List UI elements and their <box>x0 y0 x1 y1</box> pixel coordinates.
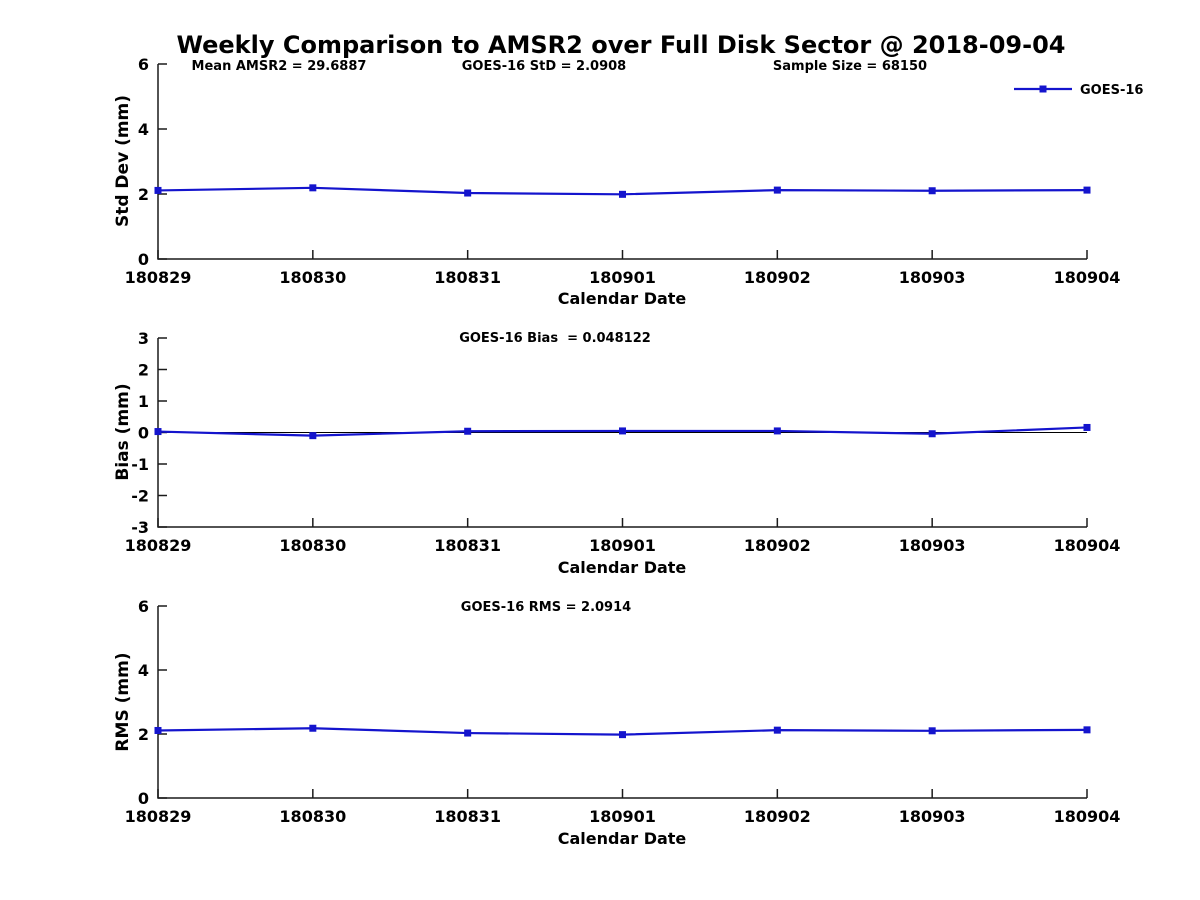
data-marker <box>928 187 936 195</box>
legend-marker-sample <box>1039 85 1047 93</box>
y-tick-label: -2 <box>131 487 149 506</box>
x-tick-label: 180902 <box>744 268 811 287</box>
y-tick-label: 0 <box>138 250 149 269</box>
data-marker <box>309 724 317 732</box>
y-axis-label-bias: Bias (mm) <box>113 383 133 480</box>
data-marker <box>154 186 162 194</box>
x-tick-label: 180829 <box>125 536 192 555</box>
x-tick-label: 180902 <box>744 536 811 555</box>
y-tick-label: 4 <box>138 120 149 139</box>
x-tick-label: 180904 <box>1054 268 1121 287</box>
x-tick-label: 180904 <box>1054 536 1121 555</box>
x-axis-label-calendar-date: Calendar Date <box>558 829 687 848</box>
data-marker <box>928 430 936 438</box>
y-tick-label: 6 <box>138 55 149 74</box>
x-tick-label: 180831 <box>434 807 501 826</box>
y-tick-label: 3 <box>138 329 149 348</box>
y-tick-label: 4 <box>138 661 149 680</box>
data-marker <box>773 186 781 194</box>
x-tick-label: 180830 <box>279 268 346 287</box>
figure-title: Weekly Comparison to AMSR2 over Full Dis… <box>177 31 1066 59</box>
axes-lines <box>157 64 1087 260</box>
x-tick-label: 180901 <box>589 268 656 287</box>
data-marker <box>1083 423 1091 431</box>
data-marker <box>154 726 162 734</box>
y-tick-label: 2 <box>138 725 149 744</box>
subplot-std-dev: 0 2 4 6 180829 180830 180831 180901 180902 180903… <box>113 55 1120 308</box>
x-tick-label: 180830 <box>279 536 346 555</box>
subplot-rms: 0 2 4 6 180829 180830 180831 180901 180902 180903… <box>113 597 1120 848</box>
y-tick-label: 0 <box>138 424 149 443</box>
x-tick-label: 180831 <box>434 268 501 287</box>
axes-lines <box>157 606 1087 799</box>
x-tick-label: 180902 <box>744 807 811 826</box>
x-tick-label: 180829 <box>125 268 192 287</box>
x-tick-label: 180903 <box>899 807 966 826</box>
x-tick-label: 180904 <box>1054 807 1121 826</box>
x-tick-label: 180903 <box>899 268 966 287</box>
x-axis-label-calendar-date: Calendar Date <box>558 558 687 577</box>
data-marker <box>464 189 472 197</box>
data-marker <box>619 190 626 198</box>
y-tick-label: 2 <box>138 361 149 380</box>
y-axis-label-rms: RMS (mm) <box>113 652 133 751</box>
data-marker <box>464 427 472 435</box>
data-marker <box>1083 726 1091 734</box>
y-tick-label: 2 <box>138 185 149 204</box>
x-tick-label: 180829 <box>125 807 192 826</box>
annotation-goes16-bias: GOES-16 Bias = 0.048122 <box>459 331 651 346</box>
data-marker <box>154 428 162 436</box>
data-marker <box>773 726 781 734</box>
y-tick-label: 0 <box>138 789 149 808</box>
annotation-goes16-rms: GOES-16 RMS = 2.0914 <box>461 600 631 615</box>
data-marker <box>1083 186 1091 194</box>
y-axis-label-std-dev: Std Dev (mm) <box>113 95 133 227</box>
x-tick-label: 180831 <box>434 536 501 555</box>
x-tick-label: 180901 <box>589 536 656 555</box>
data-marker <box>309 184 317 192</box>
data-marker <box>773 427 781 435</box>
data-marker <box>309 432 317 440</box>
annotation-goes16-std: GOES-16 StD = 2.0908 <box>462 59 626 74</box>
x-tick-label: 180830 <box>279 807 346 826</box>
legend-label: GOES-16 <box>1080 83 1143 98</box>
annotation-mean-amsr2: Mean AMSR2 = 29.6887 <box>192 59 367 74</box>
x-axis-label-calendar-date: Calendar Date <box>558 289 687 308</box>
annotation-sample-size: Sample Size = 68150 <box>773 59 927 74</box>
legend: GOES-16 <box>1014 83 1143 98</box>
data-marker <box>928 727 936 735</box>
subplot-bias: -3 -2 -1 0 1 2 3 180829 180830 180831 180901 180902… <box>113 329 1120 577</box>
y-tick-label: 1 <box>138 392 149 411</box>
x-tick-label: 180901 <box>589 807 656 826</box>
data-marker <box>619 731 626 739</box>
data-marker <box>464 729 472 737</box>
y-tick-label: -1 <box>131 455 149 474</box>
data-marker <box>619 427 626 435</box>
x-tick-label: 180903 <box>899 536 966 555</box>
y-tick-label: -3 <box>131 518 149 537</box>
y-tick-label: 6 <box>138 597 149 616</box>
